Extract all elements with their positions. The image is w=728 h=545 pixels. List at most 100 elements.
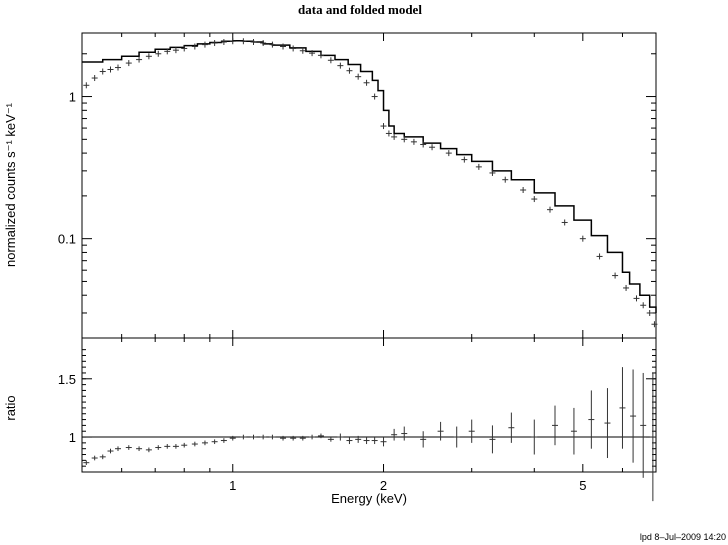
ratio-data-point [155,445,162,450]
top-data-point [107,66,114,73]
top-data-point [385,130,392,137]
top-data-point [371,93,378,100]
ratio-data-point [630,369,637,463]
ratio-data-point [437,421,444,441]
x-tick-label: 5 [579,478,586,493]
ratio-data-point [649,372,656,502]
top-data-point [640,302,647,309]
top-data-point [531,196,538,203]
top-data-point [290,45,297,52]
top-data-point [317,52,324,59]
x-tick-label: 1 [229,478,236,493]
folded-model-line [82,39,657,313]
top-data-point [136,56,143,63]
ratio-data-point [391,428,398,441]
top-data-point [327,57,334,64]
ratio-data-point [401,426,408,441]
top-data-point [445,150,452,157]
top-data-point [220,39,227,46]
top-data-point [269,41,276,48]
top-data-point [461,156,468,163]
top-y-axis-label: normalized counts s⁻¹ keV⁻¹ [3,102,18,267]
ratio-data-point [327,437,334,442]
ratio-data-point [570,407,577,455]
top-data-point [623,284,630,291]
bottom-y-tick-label: 1 [69,430,76,445]
top-data-point [155,50,162,57]
ratio-data-point [299,435,306,441]
ratio-data-point [552,405,559,446]
ratio-data-point [114,446,121,452]
ratio-data-point [229,435,236,441]
ratio-data-point [145,447,152,453]
ratio-data-point [191,441,198,447]
top-data-point [91,75,98,82]
top-data-point [181,45,188,52]
top-data-point [502,176,509,183]
top-data-point [201,41,208,48]
ratio-data-point [489,425,496,454]
ratio-data-point [107,448,114,454]
top-data-point [280,43,287,50]
top-data-point [346,67,353,74]
ratio-data-point [269,434,276,440]
ratio-data-point [380,437,387,447]
top-plot-frame [81,32,657,339]
ratio-data-point [337,433,344,441]
ratio-data-point [172,444,179,449]
top-y-tick-label: 0.1 [58,232,76,247]
top-data-point [114,64,121,71]
ratio-data-point [346,437,353,445]
ratio-data-point [588,390,595,449]
top-data-point [410,138,417,145]
ratio-data-point [371,437,378,445]
ratio-data-point [99,454,106,460]
ratio-data-point [508,412,515,443]
top-data-point [172,47,179,54]
top-data-point [646,309,653,316]
top-data-point [612,272,619,279]
top-data-point [145,53,152,60]
ratio-data-point [363,437,370,445]
ratio-data-point [531,419,538,455]
ratio-data-point [201,440,208,446]
ratio-data-point [181,442,188,448]
ratio-data-point [260,434,267,440]
ratio-data-point [91,455,98,461]
top-data-point [191,43,198,50]
top-data-point [380,123,387,130]
top-y-tick-label: 1 [69,90,76,105]
bottom-plot-frame [81,337,657,473]
ratio-data-point [317,433,324,439]
top-data-point [229,38,236,45]
bottom-panel: 1 1.5 1 2 5 [58,337,657,502]
top-data-point [337,62,344,69]
top-data-point [520,187,527,194]
top-data-point [579,235,586,242]
top-data-point [355,73,362,80]
top-data-point [475,163,482,170]
top-data-point [250,39,257,46]
top-data-point [489,169,496,176]
ratio-data-point [211,439,218,445]
top-data-point [401,136,408,143]
ratio-data-point [309,434,316,440]
top-data-point [309,50,316,57]
top-data-point [420,141,427,148]
top-data-point [547,206,554,213]
x-tick-label: 2 [380,478,387,493]
top-data-point [211,40,218,47]
top-data-point [651,321,658,328]
top-data-point [633,295,640,302]
top-data-point [260,40,267,47]
x-axis-label: Energy (keV) [331,491,407,506]
top-data-point [391,133,398,140]
ratio-data-point [420,431,427,448]
ratio-data-point [280,435,287,441]
top-data-point [429,144,436,151]
ratio-data-point [164,444,171,449]
top-data-point [83,82,90,89]
bottom-y-axis-label: ratio [3,395,18,420]
bottom-y-tick-label: 1.5 [58,372,76,387]
